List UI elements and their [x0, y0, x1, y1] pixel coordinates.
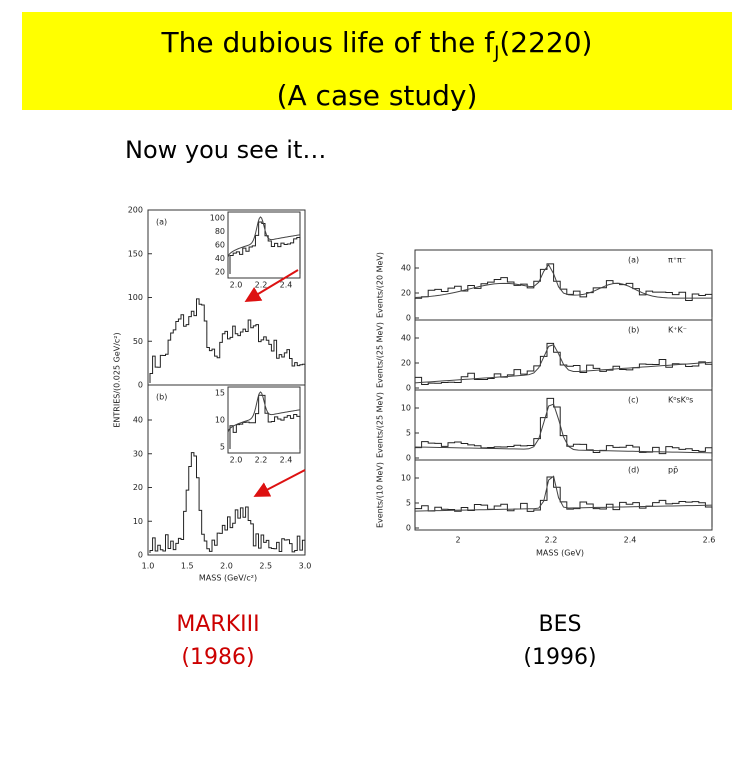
- left-label-name: MARKIII: [176, 612, 260, 637]
- y-tick-label: 0: [138, 551, 143, 560]
- channel-label: K⁰sK⁰s: [668, 396, 693, 405]
- y-tick-label: 200: [128, 206, 143, 215]
- channel-label: π⁺π⁻: [668, 256, 686, 265]
- y-tick-label: 0: [406, 454, 411, 463]
- inset-frame: [227, 386, 301, 454]
- x-tick-label: 1.0: [142, 562, 155, 571]
- plot-frame: [147, 209, 306, 386]
- inset-fit: [227, 216, 301, 258]
- y-tick-label: 0: [138, 381, 143, 390]
- x-tick-label: 2.5: [259, 562, 272, 571]
- right-label-name: BES: [538, 612, 582, 637]
- x-tick-label: 2.4: [624, 536, 637, 545]
- y-tick-label: 20: [401, 359, 411, 368]
- inset-x-tick-label: 2.4: [280, 281, 293, 290]
- channel-label: K⁺K⁻: [668, 326, 687, 335]
- x-tick-label: 3.0: [299, 562, 312, 571]
- inset-y-tick-label: 20: [215, 268, 225, 277]
- x-axis-label: MASS (GeV/c²): [199, 574, 257, 583]
- x-tick-label: 2.0: [220, 562, 233, 571]
- inset-y-tick-label: 5: [220, 443, 225, 452]
- fit-curve: [414, 263, 712, 299]
- y-tick-label: 10: [401, 404, 411, 413]
- y-tick-label: 5: [406, 499, 411, 508]
- panel-label: (a): [156, 218, 167, 227]
- left-label: MARKIII (1986): [138, 608, 298, 674]
- y-tick-label: 10: [401, 474, 411, 483]
- inset-y-tick-label: 15: [215, 389, 225, 398]
- y-tick-label: 5: [406, 429, 411, 438]
- histogram: [414, 263, 713, 317]
- panel-label: (c): [628, 396, 639, 405]
- plot-frame: [414, 459, 713, 531]
- x-tick-label: 2.6: [703, 536, 716, 545]
- arrow: [244, 269, 299, 303]
- y-tick-label: 10: [133, 517, 143, 526]
- x-tick-label: 2.2: [545, 536, 558, 545]
- fit-curve: [414, 403, 713, 454]
- y-tick-label: 40: [401, 264, 411, 273]
- arrow: [253, 469, 306, 497]
- inset-x-tick-label: 2.0: [230, 281, 243, 290]
- y-tick-label: 0: [406, 384, 411, 393]
- title-subscript: J: [494, 42, 500, 64]
- caption: Now you see it…: [125, 136, 327, 164]
- inset-y-tick-label: 10: [215, 416, 225, 425]
- y-tick-label: 100: [128, 293, 143, 302]
- channel-label: pp̄: [668, 466, 678, 475]
- right-label-year: (1996): [523, 645, 597, 670]
- inset-x-tick-label: 2.2: [255, 281, 268, 290]
- inset-y-tick-label: 80: [215, 227, 225, 236]
- y-tick-label: 20: [133, 483, 143, 492]
- panel-label: (b): [156, 393, 167, 402]
- inset-x-tick-label: 2.2: [255, 456, 268, 465]
- fit-curve: [414, 475, 713, 512]
- histogram: [149, 452, 306, 553]
- inset-frame: [227, 211, 301, 279]
- y-tick-label: 20: [401, 289, 411, 298]
- histogram: [414, 476, 713, 527]
- panel-label: (a): [628, 256, 639, 265]
- right-label: BES (1996): [480, 608, 640, 674]
- y-tick-label: 150: [128, 249, 143, 258]
- inset-x-tick-label: 2.0: [230, 456, 243, 465]
- left-label-year: (1986): [181, 645, 255, 670]
- title-banner: The dubious life of the fJ(2220) (A case…: [22, 12, 732, 112]
- fit-curve: [414, 344, 713, 384]
- y-tick-label: 0: [406, 314, 411, 323]
- panel-label: (b): [628, 326, 639, 335]
- x-tick-label: 2: [455, 536, 460, 545]
- inset-x-tick-label: 2.4: [280, 456, 293, 465]
- y-tick-label: 30: [133, 449, 143, 458]
- title-line1: The dubious life of the f: [161, 26, 495, 59]
- inset-fit: [227, 391, 301, 433]
- title-line1-end: (2220): [499, 26, 593, 59]
- y-axis-label: ENTRIES/(0.025 GeV/c²): [113, 332, 122, 427]
- x-tick-label: 1.5: [181, 562, 194, 571]
- y-tick-label: 40: [401, 334, 411, 343]
- title-line2: (A case study): [276, 78, 478, 112]
- y-tick-label: 40: [133, 416, 143, 425]
- inset-y-tick-label: 60: [215, 241, 225, 250]
- y-axis-label: Events/(10 MeV): [376, 462, 385, 528]
- x-axis-label: MASS (GeV): [536, 549, 584, 558]
- y-axis-label: Events/(25 MeV): [376, 392, 385, 458]
- y-axis-label: Events/(25 MeV): [376, 322, 385, 388]
- y-tick-label: 0: [406, 524, 411, 533]
- panel-label: (d): [628, 466, 639, 475]
- histogram: [149, 298, 306, 383]
- inset-y-tick-label: 100: [210, 214, 225, 223]
- y-axis-label: Events/(20 MeV): [376, 252, 385, 318]
- y-tick-label: 50: [133, 337, 143, 346]
- inset-y-tick-label: 40: [215, 254, 225, 263]
